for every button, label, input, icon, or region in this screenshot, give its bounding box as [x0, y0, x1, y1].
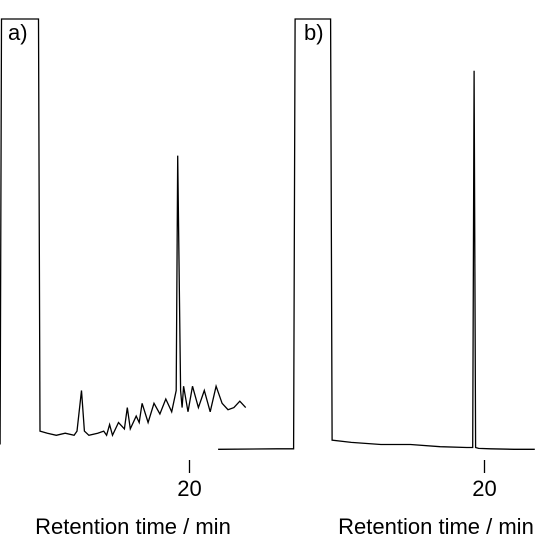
panel-b-label: b) — [304, 20, 324, 45]
panel-a-x-tick-label: 20 — [177, 476, 201, 501]
panel-b: b) 20 Retention time / min — [218, 18, 535, 539]
panel-b-x-ticks: 20 — [472, 460, 497, 501]
panel-a-x-ticks: 20 — [177, 460, 202, 501]
panel-a-chromatogram-trace — [0, 18, 247, 445]
panel-b-x-axis-label: Retention time / min — [338, 514, 534, 539]
panel-a-x-axis-label: Retention time / min — [35, 514, 231, 539]
panel-b-x-tick-label: 20 — [472, 476, 496, 501]
panel-a-label: a) — [8, 20, 28, 45]
panel-a: a) 20 Retention time / min — [0, 18, 247, 539]
panel-b-chromatogram-trace — [218, 18, 535, 450]
